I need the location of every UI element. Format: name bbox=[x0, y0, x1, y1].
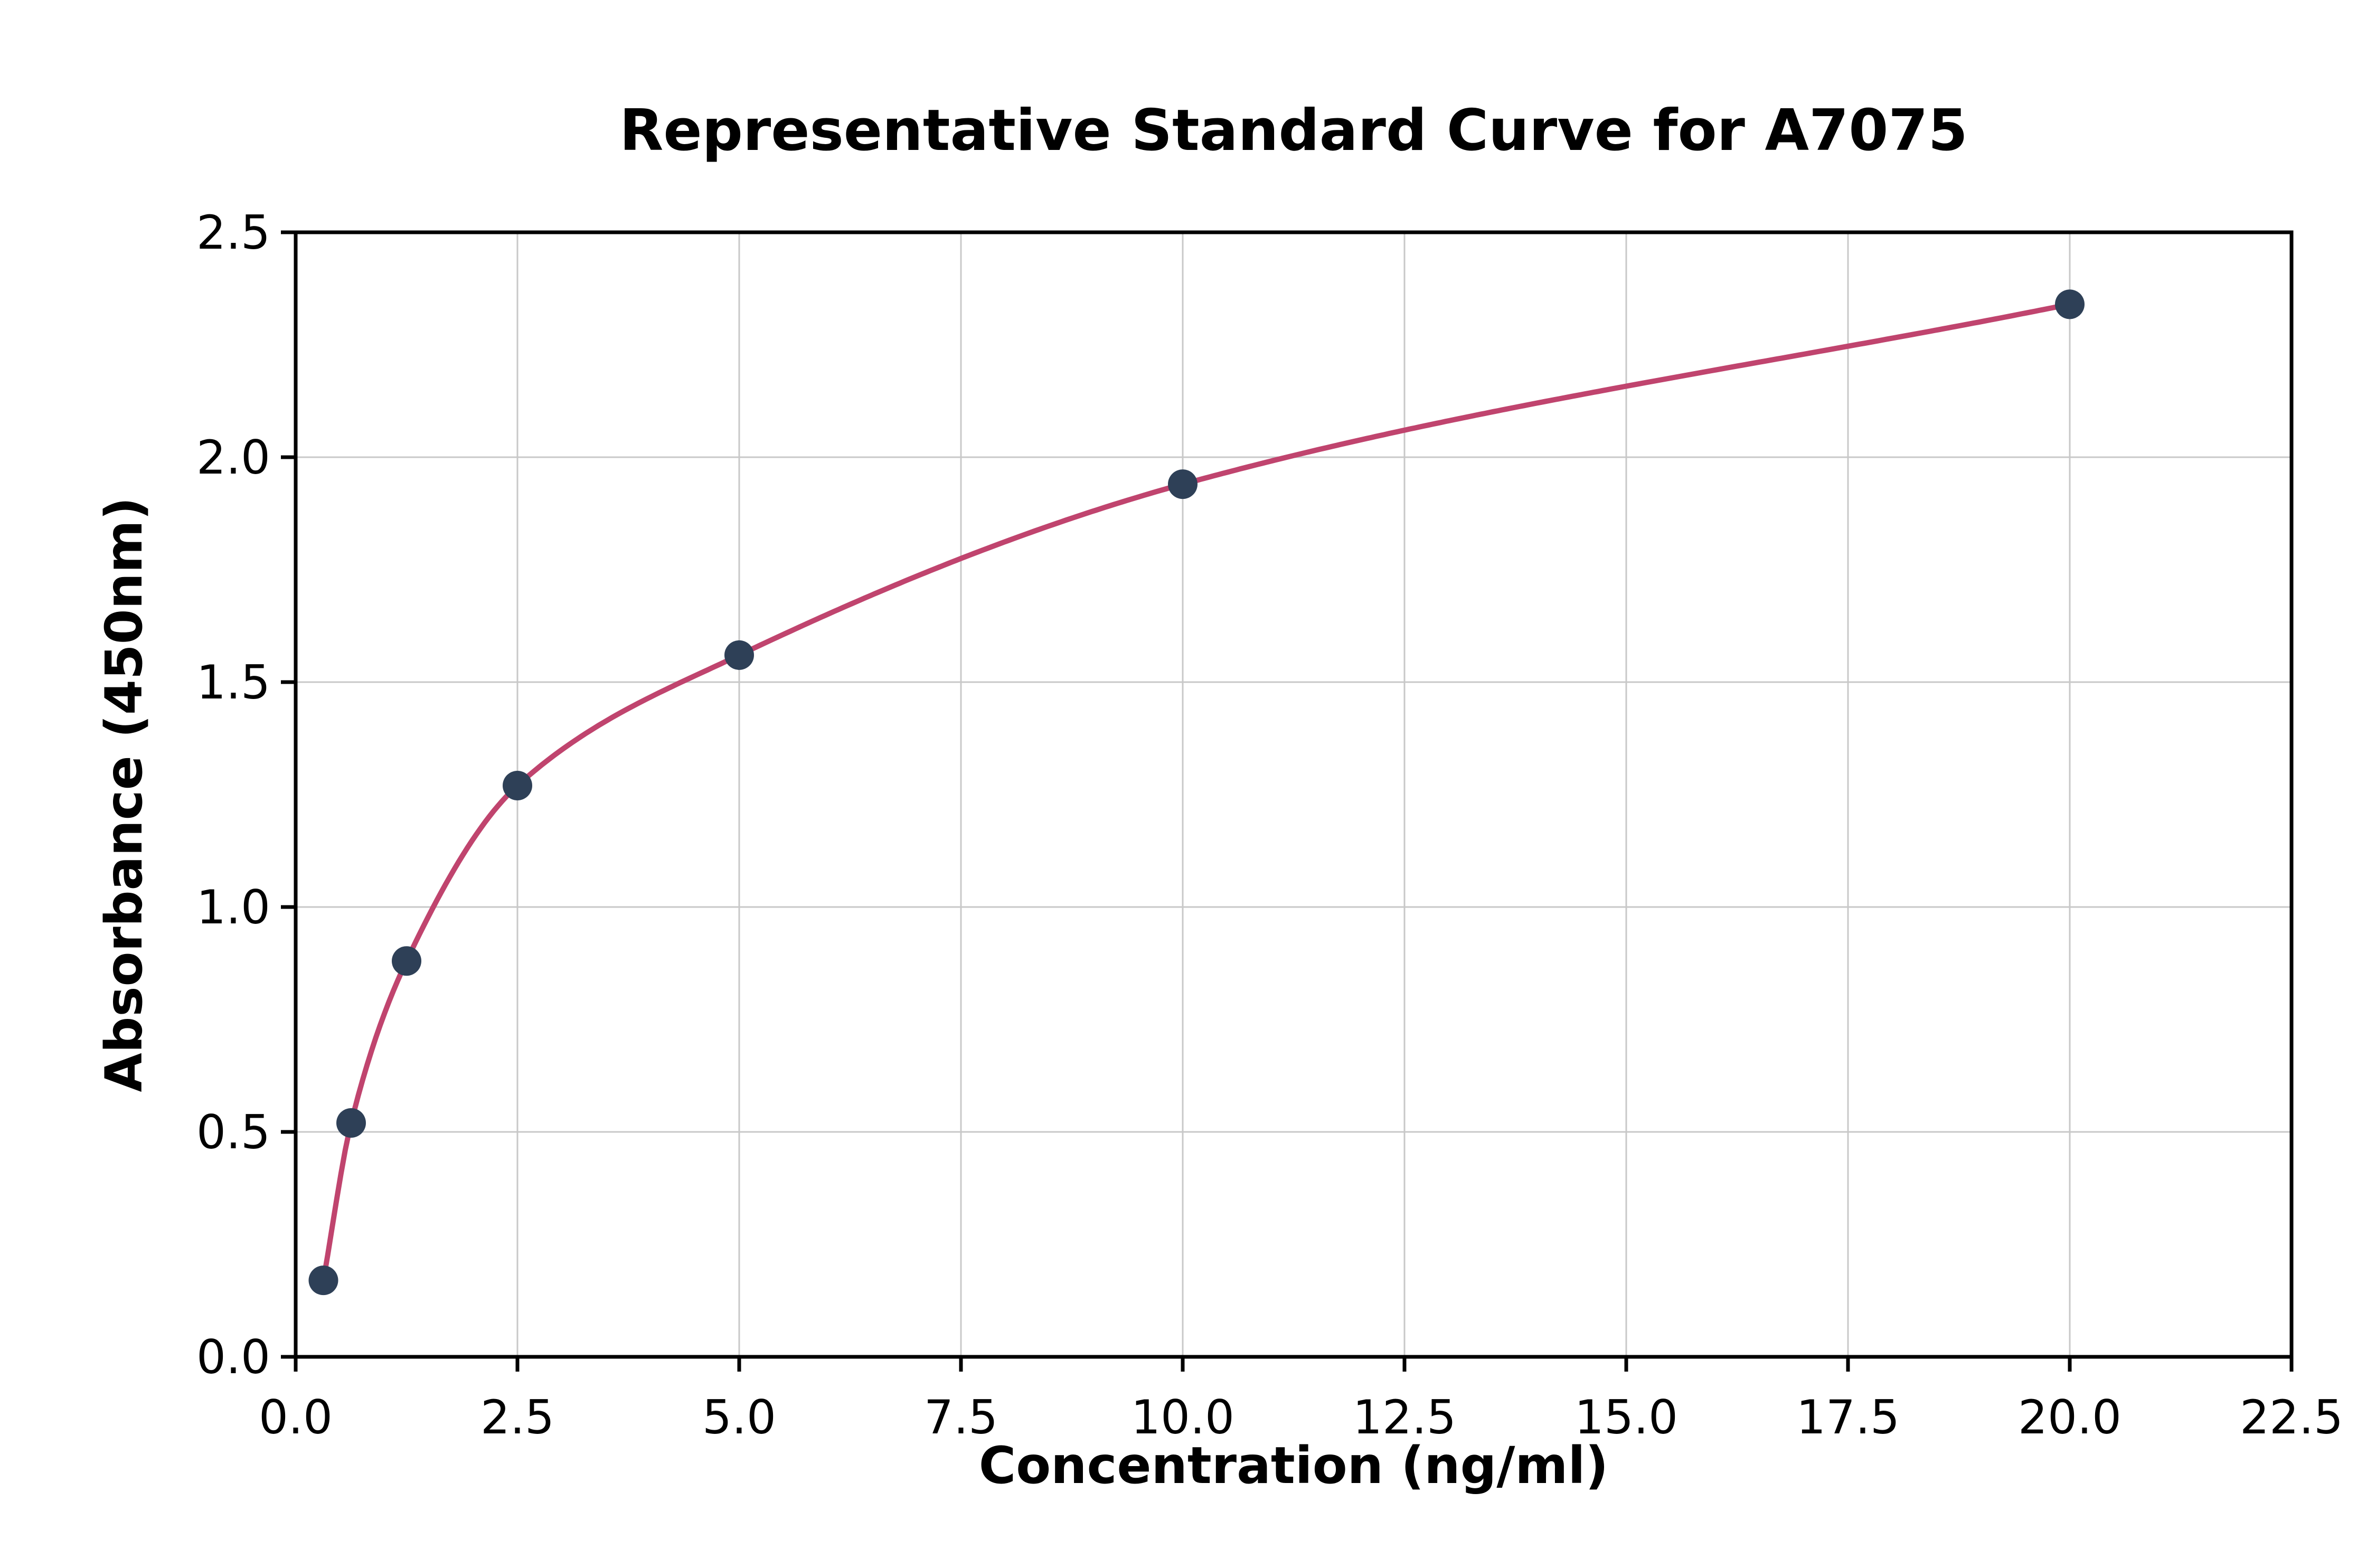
data-point bbox=[336, 1108, 366, 1138]
x-tick-label: 10.0 bbox=[1131, 1390, 1234, 1444]
data-point bbox=[308, 1265, 338, 1296]
axes-frame bbox=[294, 230, 2294, 1359]
y-tick-label: 2.5 bbox=[196, 205, 270, 260]
x-tick-label: 22.5 bbox=[2240, 1390, 2343, 1444]
chart-title: Representative Standard Curve for A7075 bbox=[619, 98, 1968, 164]
x-tick-label: 5.0 bbox=[702, 1390, 776, 1444]
data-point bbox=[2055, 289, 2085, 319]
data-point bbox=[503, 770, 532, 800]
y-tick-label: 2.0 bbox=[196, 430, 270, 485]
x-tick-label: 20.0 bbox=[2018, 1390, 2122, 1444]
data-point bbox=[392, 946, 421, 976]
x-tick-label: 12.5 bbox=[1353, 1390, 1456, 1444]
y-tick-label: 1.0 bbox=[196, 880, 270, 934]
data-point bbox=[1168, 469, 1198, 499]
x-tick-label: 0.0 bbox=[259, 1390, 333, 1444]
y-tick-label: 0.5 bbox=[196, 1105, 270, 1159]
y-tick-label: 1.5 bbox=[196, 655, 270, 710]
x-tick-label: 15.0 bbox=[1574, 1390, 1678, 1444]
data-point bbox=[724, 640, 754, 670]
fit-curve bbox=[320, 301, 2072, 1283]
y-tick-label: 0.0 bbox=[196, 1330, 270, 1384]
x-tick-label: 17.5 bbox=[1796, 1390, 1900, 1444]
x-tick-label: 7.5 bbox=[924, 1390, 998, 1444]
x-tick-label: 2.5 bbox=[480, 1390, 554, 1444]
x-axis-label: Concentration (ng/ml) bbox=[978, 1436, 1609, 1495]
